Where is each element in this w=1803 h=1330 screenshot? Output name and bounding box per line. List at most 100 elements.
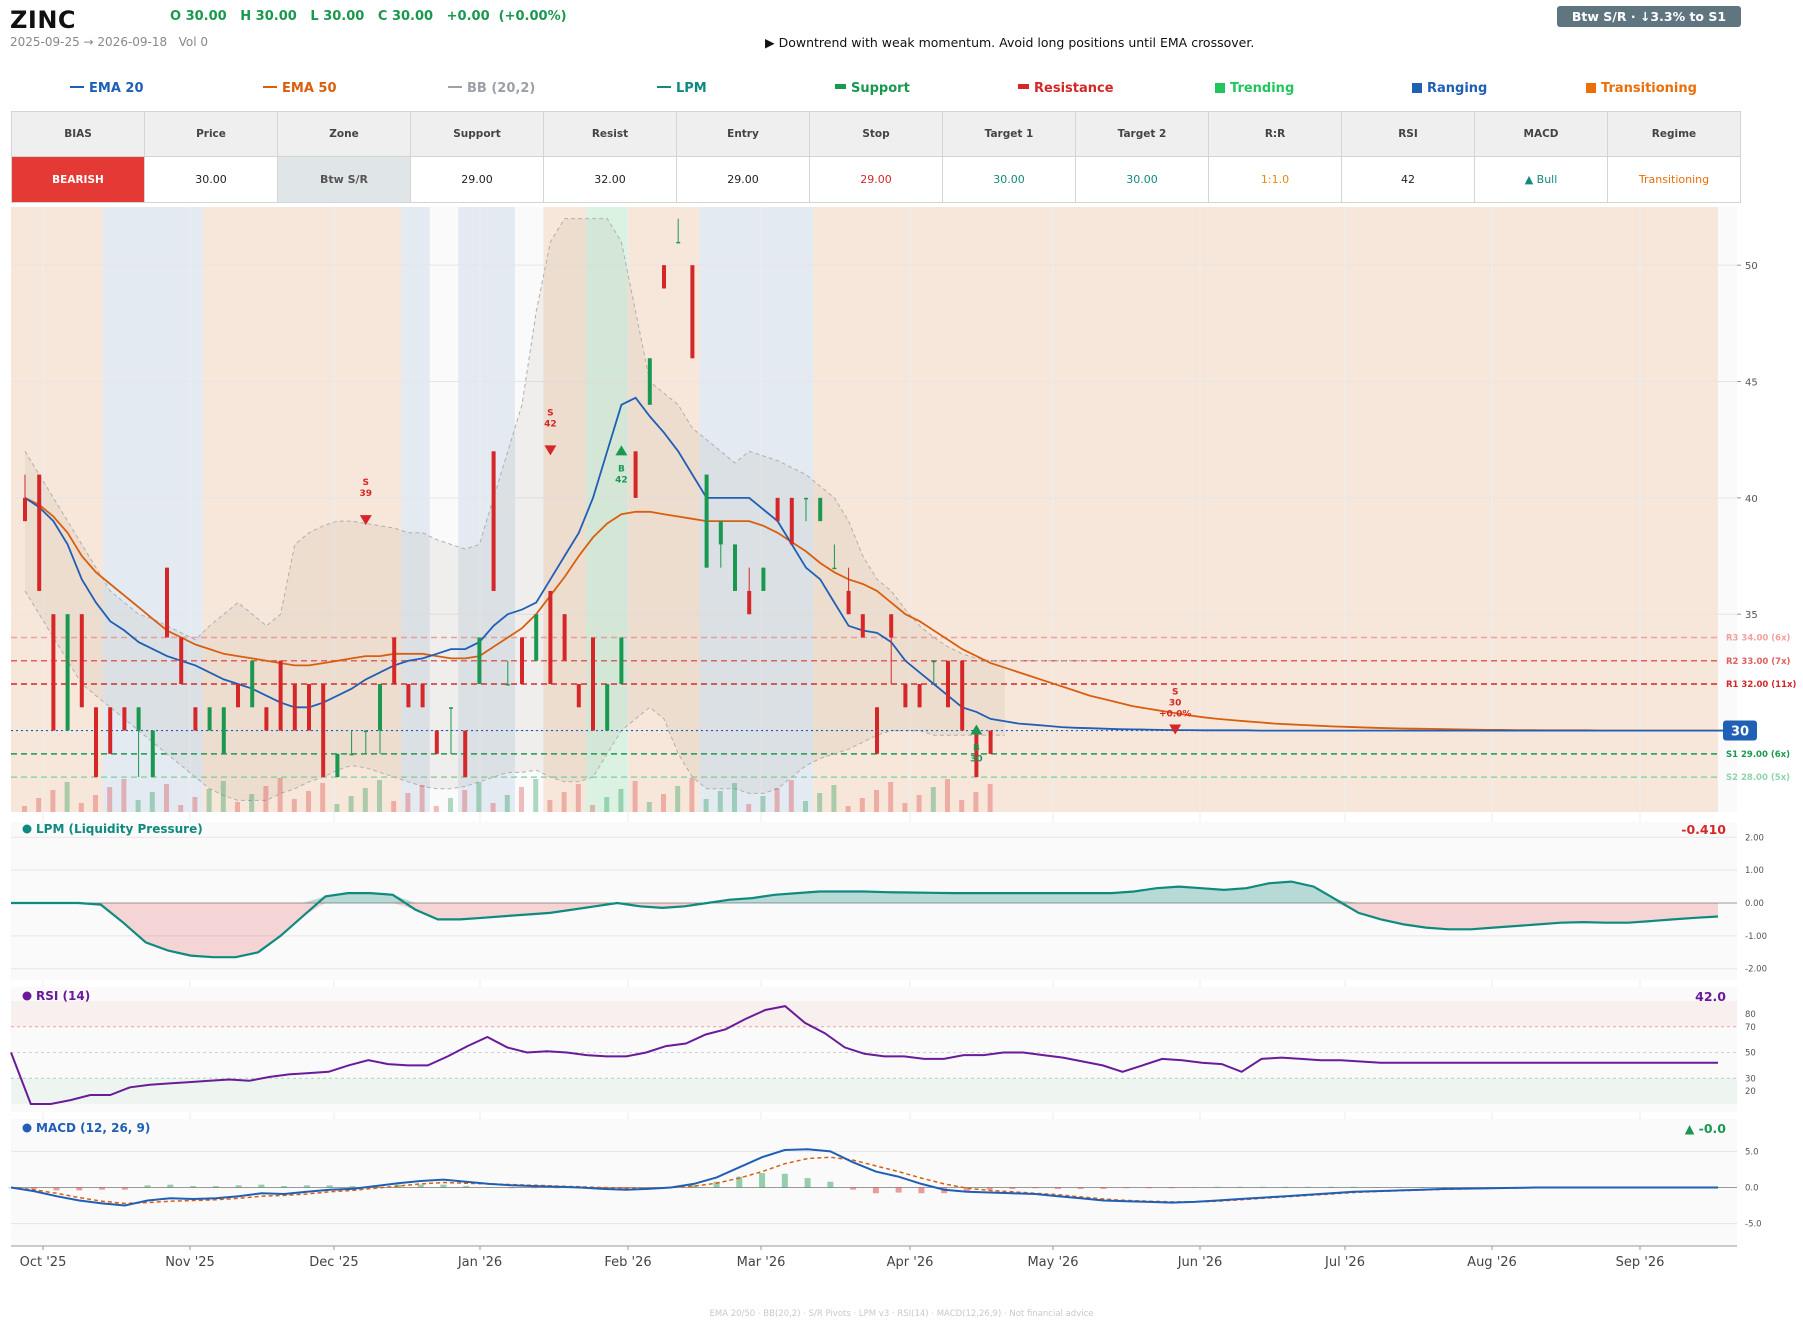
regime-band-transitioning bbox=[543, 207, 586, 812]
sr-level-label: S1 29.00 (6x) bbox=[1726, 750, 1790, 760]
candle-body bbox=[733, 544, 737, 591]
legend-ranging[interactable]: Ranging bbox=[1412, 81, 1487, 96]
x-tick-label: Feb '26 bbox=[604, 1255, 651, 1270]
summary-value-target-1: 30.00 bbox=[942, 156, 1076, 203]
rsi-overbought-zone bbox=[11, 1001, 1737, 1027]
rsi-y-tick-label: 20 bbox=[1745, 1087, 1756, 1097]
candle-body bbox=[449, 707, 453, 709]
volume-bar bbox=[249, 794, 255, 812]
x-tick-label: May '26 bbox=[1027, 1255, 1078, 1270]
legend-lpm[interactable]: LPM bbox=[657, 81, 707, 96]
candle-body bbox=[477, 637, 482, 685]
macd-hist-bar bbox=[326, 1185, 333, 1188]
sr-badge[interactable]: Btw S/R · ↓3.3% to S1 bbox=[1557, 6, 1741, 27]
macd-hist-bar bbox=[167, 1184, 174, 1188]
volume-bar bbox=[973, 792, 979, 812]
candle-body bbox=[931, 660, 936, 663]
candle-body bbox=[662, 265, 666, 289]
y-tick-label: 45 bbox=[1745, 378, 1758, 389]
sell-marker-label: S bbox=[363, 478, 369, 488]
last-price-label: 30 bbox=[1731, 725, 1749, 740]
footer-note: EMA 20/50 · BB(20,2) · S/R Pivots · LPM … bbox=[709, 1309, 1094, 1319]
volume-bar bbox=[291, 799, 297, 812]
summary-value-rsi: 42 bbox=[1341, 156, 1475, 203]
legend-bb-20-2[interactable]: BB (20,2) bbox=[448, 81, 535, 96]
sr-level-label: R3 34.00 (6x) bbox=[1726, 633, 1791, 643]
x-tick-label: Apr '26 bbox=[887, 1255, 934, 1270]
candle-body bbox=[363, 730, 368, 733]
ema50-line bbox=[24, 497, 1729, 732]
macd-hist-bar bbox=[53, 1187, 60, 1191]
candle-body bbox=[676, 241, 681, 244]
legend-ema-50[interactable]: EMA 50 bbox=[263, 81, 337, 96]
legend-label: LPM bbox=[676, 81, 707, 96]
candle-body bbox=[292, 684, 297, 731]
legend-swatch bbox=[1586, 82, 1596, 93]
candles bbox=[23, 218, 993, 778]
volume-bar bbox=[945, 779, 950, 812]
volume-bar bbox=[121, 779, 127, 812]
candle-body bbox=[591, 637, 595, 731]
legend-support[interactable]: Support bbox=[835, 81, 910, 96]
sell-marker-label: S bbox=[1172, 688, 1178, 698]
macd-hist-bar bbox=[827, 1181, 834, 1188]
volume-bars bbox=[22, 778, 993, 812]
macd-hist-bar bbox=[440, 1184, 447, 1188]
candle-body bbox=[79, 614, 84, 708]
chart-area: 30 35 40 45 50 R3 34.00 (6x) R2 33.00 (7x) R1 3… bbox=[8, 207, 1796, 1270]
volume-bar bbox=[590, 805, 595, 812]
macd-hist-bar bbox=[554, 1187, 561, 1189]
volume-bar bbox=[107, 787, 113, 812]
candle-body bbox=[378, 684, 382, 731]
legend-resistance[interactable]: Resistance bbox=[1018, 81, 1114, 96]
summary-value-target-2: 30.00 bbox=[1075, 156, 1209, 203]
volume-bar bbox=[419, 785, 425, 812]
rsi-dot bbox=[22, 991, 32, 1001]
macd-hist-bar bbox=[986, 1187, 993, 1190]
macd-hist-bar bbox=[1009, 1187, 1016, 1189]
legend-trending[interactable]: Trending bbox=[1215, 81, 1294, 96]
x-tick-label: Nov '25 bbox=[165, 1255, 215, 1270]
volume-bar bbox=[220, 781, 226, 812]
candle-body bbox=[37, 474, 42, 591]
x-tick-label: Mar '26 bbox=[737, 1255, 786, 1270]
candle-body bbox=[392, 637, 397, 685]
main-panel-bg bbox=[11, 207, 1737, 812]
candle-body bbox=[946, 660, 950, 708]
macd-hist-bar bbox=[508, 1187, 515, 1189]
macd-hist-bar bbox=[1305, 1186, 1312, 1188]
candle-body bbox=[94, 707, 98, 778]
macd-hist-bar bbox=[804, 1178, 811, 1188]
candle-body bbox=[406, 684, 411, 708]
legend-ema-20[interactable]: EMA 20 bbox=[70, 81, 144, 96]
sr-level-label: R2 33.00 (7x) bbox=[1726, 657, 1791, 667]
volume-bar bbox=[845, 806, 851, 812]
legend-transitioning[interactable]: Transitioning bbox=[1586, 81, 1697, 96]
lpm-line bbox=[11, 880, 1719, 959]
volume-bar bbox=[362, 788, 368, 812]
macd-hist-bar bbox=[1350, 1186, 1357, 1188]
candle-body bbox=[988, 730, 993, 754]
volume-bar bbox=[661, 794, 666, 812]
volume-bar bbox=[22, 806, 27, 812]
summary-header-resist: Resist bbox=[543, 111, 677, 157]
macd-hist-bar bbox=[1214, 1186, 1221, 1188]
candle-body bbox=[463, 730, 468, 778]
volume-bar bbox=[959, 800, 965, 812]
macd-y-tick-label: 0.0 bbox=[1745, 1184, 1759, 1194]
summary-header-zone: Zone bbox=[277, 111, 411, 157]
candle-body bbox=[832, 567, 837, 570]
candle-body bbox=[505, 684, 510, 686]
macd-hist-bar bbox=[781, 1173, 788, 1188]
candle-body bbox=[165, 567, 169, 638]
candle-body bbox=[960, 660, 965, 731]
summary-header-target-2: Target 2 bbox=[1075, 111, 1209, 157]
volume-bar bbox=[93, 795, 98, 812]
volume-bar bbox=[732, 783, 737, 812]
candle-body bbox=[520, 637, 524, 685]
macd-y-tick-label: -5.0 bbox=[1745, 1220, 1762, 1230]
sell-marker bbox=[359, 515, 372, 526]
macd-hist-bar bbox=[1100, 1187, 1107, 1189]
sell-marker-label: S bbox=[547, 408, 553, 418]
lpm-dot bbox=[22, 824, 32, 834]
